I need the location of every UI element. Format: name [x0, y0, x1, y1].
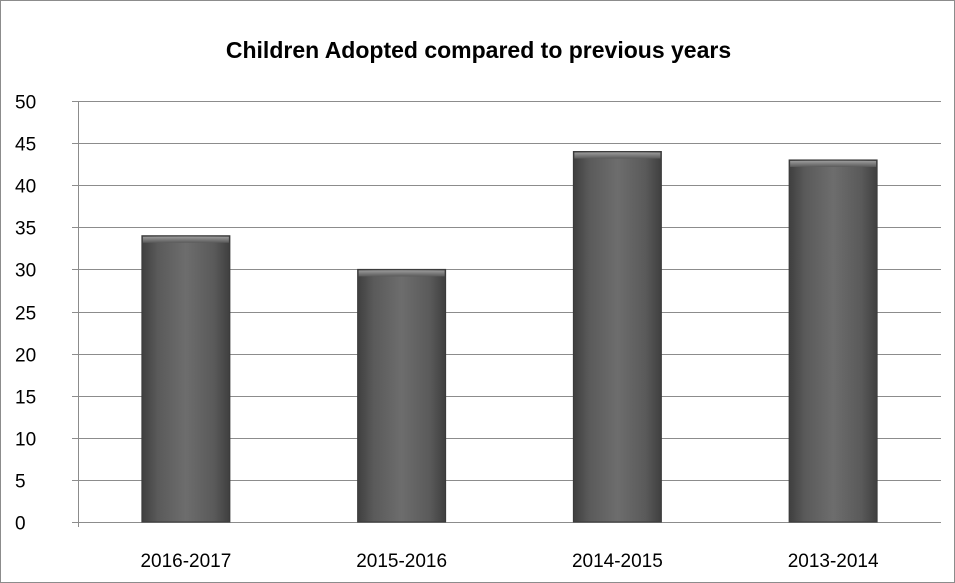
bar — [357, 268, 447, 523]
bar-top-highlight — [790, 160, 877, 167]
y-axis-ticks: 0 5 10 15 20 25 30 35 40 45 50 — [15, 93, 36, 535]
bar-top-highlight — [142, 236, 229, 243]
bar-body — [141, 235, 231, 523]
chart-title: Children Adopted compared to previous ye… — [225, 37, 732, 63]
y-tick-label: 30 — [15, 261, 36, 282]
bar-body — [572, 151, 662, 523]
y-tick-label: 25 — [15, 304, 36, 325]
y-tick-label: 20 — [15, 346, 36, 367]
y-tick-label: 45 — [15, 135, 36, 156]
bar — [572, 151, 662, 523]
x-axis-ticks: 2016-2017 2015-2016 2014-2015 2013-2014 — [140, 551, 879, 572]
y-tick-label: 50 — [15, 93, 36, 114]
y-tick-label: 10 — [15, 430, 36, 451]
bars — [141, 151, 878, 523]
bar-top-highlight — [358, 270, 445, 277]
x-tick-label: 2013-2014 — [788, 551, 879, 572]
y-tick-label: 35 — [15, 219, 36, 240]
bar-top-highlight — [574, 152, 661, 159]
bar-body — [357, 268, 447, 523]
y-tick-label: 15 — [15, 388, 36, 409]
x-tick-label: 2014-2015 — [572, 551, 663, 572]
bar — [788, 159, 878, 523]
bar-body — [788, 159, 878, 523]
y-tick-label: 40 — [15, 177, 36, 198]
bar — [141, 235, 231, 523]
x-tick-label: 2016-2017 — [140, 551, 231, 572]
y-tick-label: 0 — [15, 514, 26, 535]
x-tick-label: 2015-2016 — [356, 551, 447, 572]
y-tick-label: 5 — [15, 472, 26, 493]
